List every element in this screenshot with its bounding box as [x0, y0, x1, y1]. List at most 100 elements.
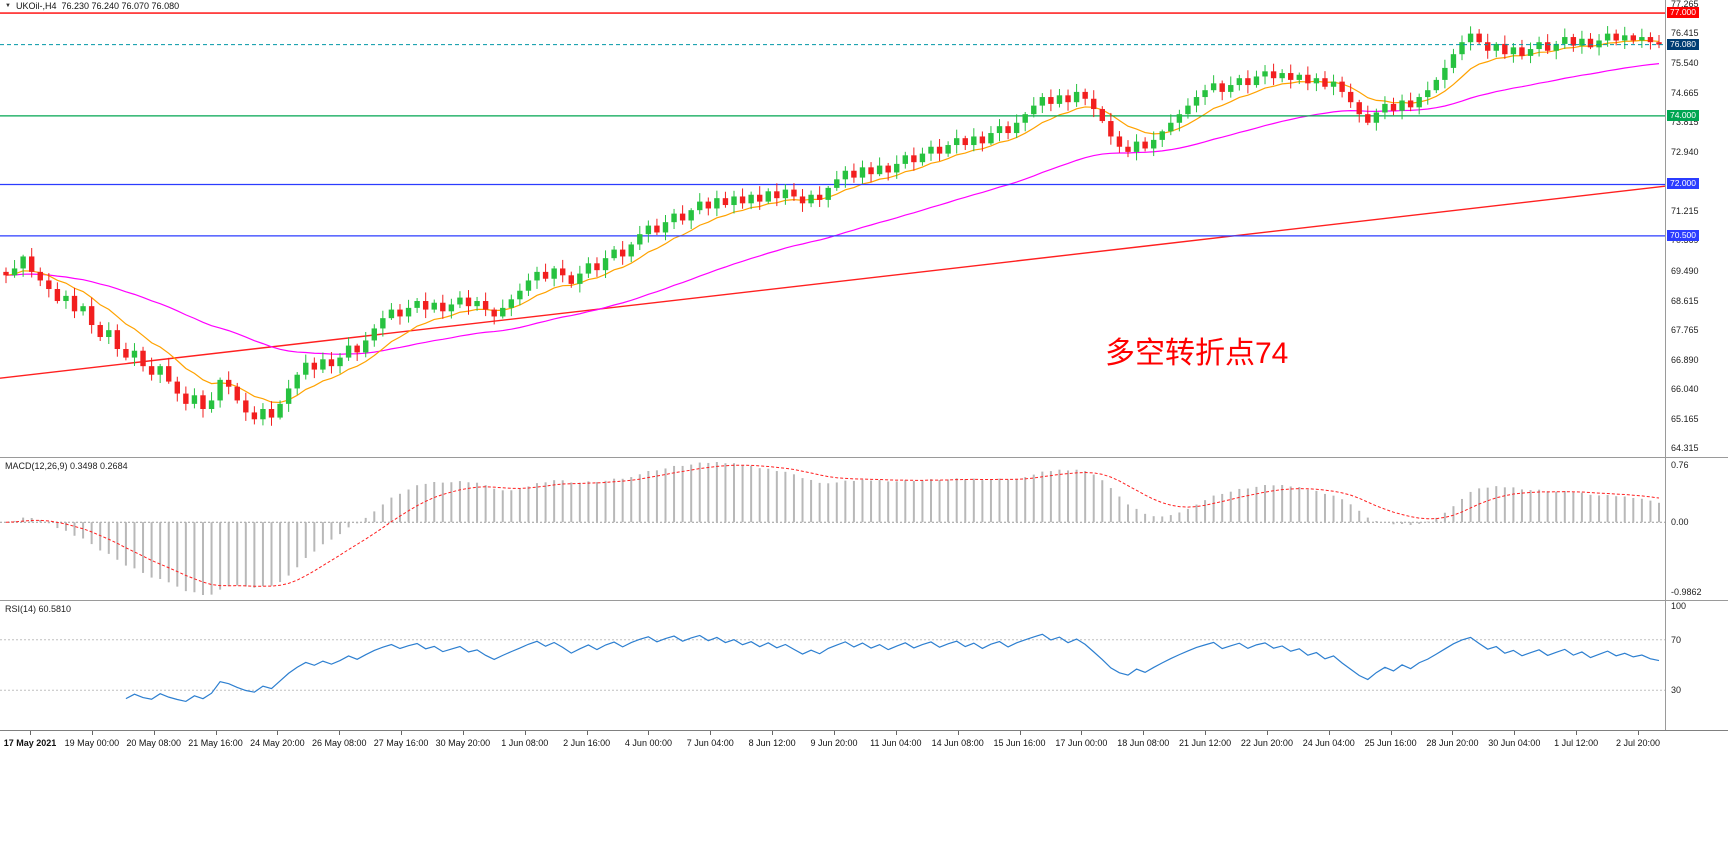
candle — [1013, 114, 1020, 139]
candle — [311, 357, 318, 379]
candle — [585, 257, 592, 278]
time-tick — [834, 731, 835, 735]
candle — [525, 273, 532, 297]
time-tick — [1452, 731, 1454, 735]
time-axis-label: 2 Jul 20:00 — [1615, 738, 1661, 748]
candle — [234, 382, 240, 404]
time-axis-label: 26 May 08:00 — [311, 738, 367, 748]
candle — [894, 155, 900, 179]
time-tick — [1576, 731, 1578, 735]
price-axis[interactable]: 77.265 76.415 75.540 74.665 73.815 72.940 71.2… — [1666, 0, 1728, 730]
candle — [988, 126, 994, 146]
candle — [260, 403, 266, 426]
candle — [1262, 65, 1268, 85]
price-axis-label: 65.165 — [1671, 413, 1699, 424]
candle — [106, 322, 112, 344]
candle — [88, 297, 95, 334]
candle — [1467, 26, 1474, 51]
candle — [619, 241, 626, 265]
time-tick — [91, 731, 93, 735]
time-axis-label: 28 Jun 20:00 — [1426, 738, 1479, 748]
chart-title-bar: ▼ UKOil-,H4 76.230 76.240 76.070 76.080 — [0, 0, 179, 11]
time-axis-label: 17 Jun 00:00 — [1055, 738, 1108, 748]
time-tick — [30, 731, 31, 735]
time-axis-label: 14 Jun 08:00 — [931, 738, 984, 748]
time-tick — [1328, 731, 1330, 735]
price-level-badge: 74.000 — [1667, 109, 1699, 121]
time-tick — [1266, 731, 1268, 735]
price-axis-label: 66.040 — [1671, 383, 1699, 394]
price-axis-label: 77.265 — [1671, 0, 1699, 9]
candle — [714, 190, 720, 217]
time-tick — [1081, 731, 1083, 735]
candle — [1647, 32, 1654, 50]
time-tick — [401, 731, 403, 735]
price-level-badge: 77.000 — [1667, 7, 1699, 19]
candle — [1245, 70, 1251, 94]
candle — [1116, 131, 1123, 153]
candle — [1356, 99, 1362, 123]
candle — [251, 406, 258, 425]
candle — [697, 193, 703, 215]
rsi-axis-label: 30 — [1671, 685, 1682, 696]
time-tick — [1638, 731, 1639, 735]
candle — [1510, 43, 1517, 63]
time-tick — [1019, 731, 1021, 735]
rsi-line — [125, 633, 1660, 703]
annotation-text: 多空转折点74 — [1105, 337, 1289, 370]
candle — [1288, 64, 1294, 89]
candle — [739, 188, 746, 209]
candle — [679, 205, 686, 225]
chart-ohlc-values: 76.230 76.240 76.070 76.080 — [61, 0, 180, 11]
macd-panel[interactable]: MACD(12,26,9) 0.3498 0.2684 — [0, 457, 1665, 600]
price-axis-label: 64.315 — [1671, 442, 1699, 453]
time-axis-label: 21 Jun 12:00 — [1179, 738, 1232, 748]
candle — [577, 265, 583, 293]
candle — [1305, 66, 1311, 91]
candle — [54, 282, 61, 304]
candle — [3, 267, 9, 284]
candle — [405, 299, 412, 323]
candle — [1236, 74, 1243, 91]
candle — [851, 163, 857, 183]
price-axis-label: 67.765 — [1671, 324, 1699, 335]
candle — [345, 337, 352, 361]
candle — [1125, 140, 1131, 158]
candle — [936, 139, 943, 162]
candle — [1039, 93, 1046, 114]
candle — [1082, 88, 1088, 106]
candle — [1373, 108, 1380, 131]
candle — [354, 343, 360, 361]
price-level-badge: 70.500 — [1667, 229, 1699, 241]
macd-canvas — [0, 462, 1665, 595]
rsi-panel[interactable]: RSI(14) 60.5810 — [0, 600, 1665, 730]
candle — [731, 190, 737, 214]
macd-histogram — [13, 462, 1660, 595]
candle — [971, 128, 977, 152]
candle — [1339, 76, 1345, 98]
candle — [131, 343, 138, 367]
candle — [568, 271, 574, 288]
time-tick — [1390, 731, 1392, 735]
time-axis-label: 22 Jun 20:00 — [1240, 738, 1293, 748]
time-tick — [957, 731, 959, 735]
candle — [217, 377, 223, 408]
candle — [1622, 26, 1628, 49]
candle — [1159, 129, 1165, 147]
candle — [1562, 28, 1568, 49]
candle — [688, 208, 694, 230]
candle — [628, 241, 634, 263]
price-chart-area[interactable] — [0, 0, 1665, 457]
candle — [1390, 97, 1397, 116]
time-tick — [524, 731, 526, 735]
symbol-dropdown-icon: ▼ — [5, 2, 11, 9]
time-tick — [895, 731, 897, 735]
candle — [1570, 33, 1577, 52]
candle — [1587, 33, 1594, 50]
candle — [97, 321, 103, 342]
candle — [123, 342, 129, 361]
candle — [1176, 109, 1183, 132]
time-tick — [586, 731, 588, 735]
candle — [1099, 106, 1105, 124]
time-axis[interactable]: 17 May 2021 19 May 00:00 20 May 08:00 21 Ma… — [0, 730, 1728, 758]
